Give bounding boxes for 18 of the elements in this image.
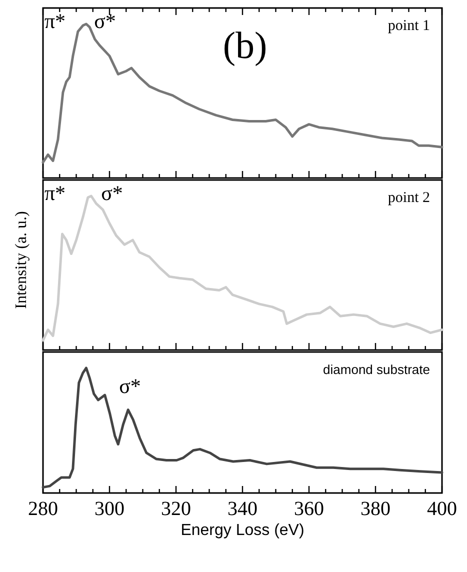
x-axis-title: Energy Loss (eV) [180, 522, 304, 539]
x-tick-label: 300 [94, 498, 124, 520]
annotation: σ* [94, 9, 116, 33]
x-tick-label: 400 [427, 498, 457, 520]
x-tick-label: 360 [294, 498, 324, 520]
x-tick-label: 280 [28, 498, 58, 520]
annotation: π* [44, 9, 66, 33]
annotation: σ* [101, 181, 123, 205]
annotation: σ* [119, 374, 141, 398]
x-tick-label: 320 [161, 498, 191, 520]
chart-title: (b) [222, 25, 268, 67]
text: point 2 [388, 190, 430, 206]
text: diamond substrate [323, 362, 430, 377]
text: point 1 [388, 18, 430, 34]
x-tick-label: 340 [228, 498, 258, 520]
annotation: π* [44, 181, 66, 205]
y-axis-title: Intensity (a. u.) [13, 211, 30, 309]
x-tick-label: 380 [360, 498, 390, 520]
